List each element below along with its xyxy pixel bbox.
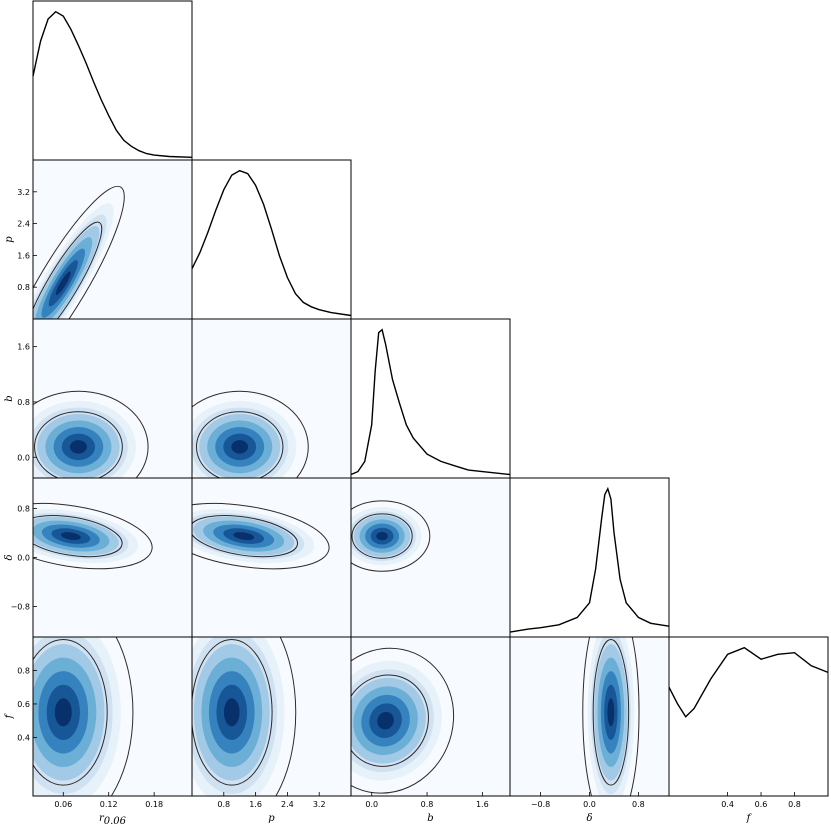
- joint-panel-r_0.06-δ: [32, 477, 193, 638]
- joint-panel-p-b: [191, 318, 352, 479]
- density-level: [223, 698, 240, 727]
- x-tick-label: 0.12: [100, 800, 118, 809]
- y-tick-label: 2.4: [17, 220, 30, 229]
- x-axis-label: r0.06: [99, 813, 127, 827]
- density-level: [607, 698, 615, 727]
- x-tick-label: 1.6: [249, 800, 262, 809]
- contour-line: [592, 639, 630, 786]
- density-level: [54, 698, 72, 727]
- x-tick-label: 0.18: [145, 800, 163, 809]
- y-tick-label: 0.8: [17, 398, 30, 407]
- contour-line: [351, 674, 429, 767]
- y-tick-label: 0.0: [17, 554, 30, 563]
- contour-line: [33, 502, 153, 570]
- joint-panel-p-f: [191, 636, 352, 797]
- joint-panel-b-δ: [350, 477, 511, 638]
- x-tick-label: 0.8: [217, 800, 230, 809]
- contour-line: [33, 185, 125, 319]
- density-level: [60, 532, 81, 541]
- y-axis-label: p: [4, 236, 15, 243]
- x-tick-label: 0.0: [583, 800, 596, 809]
- joint-panel-b-f: [350, 636, 511, 797]
- contour-line: [192, 502, 330, 570]
- x-tick-label: 3.2: [313, 800, 326, 809]
- marginal-panel-f: [668, 636, 829, 797]
- joint-panel-δ-f: [509, 636, 670, 797]
- joint-panel-r_0.06-f: [32, 636, 193, 797]
- contour-line: [351, 647, 455, 794]
- contour-line: [275, 637, 297, 796]
- y-axis-label: b: [4, 395, 15, 401]
- contour-line: [351, 500, 431, 572]
- contour-line: [195, 411, 284, 478]
- contour-line: [33, 639, 108, 786]
- x-tick-label: 1.6: [476, 800, 489, 809]
- contour-line: [33, 221, 103, 319]
- x-tick-label: −0.8: [531, 800, 550, 809]
- marginal-panel-p: [191, 159, 352, 320]
- y-tick-label: 0.8: [17, 666, 30, 675]
- x-tick-label: 0.8: [421, 800, 434, 809]
- y-tick-label: 0.8: [17, 283, 30, 292]
- marginal-curve: [350, 328, 511, 476]
- density-level: [377, 711, 394, 730]
- joint-panel-r_0.06-b: [32, 318, 193, 479]
- density-level: [233, 532, 255, 541]
- density-level: [376, 531, 388, 541]
- x-tick-label: 0.06: [54, 800, 72, 809]
- x-tick-label: 2.4: [281, 800, 294, 809]
- contour-line: [192, 515, 299, 558]
- y-tick-label: −0.8: [11, 602, 30, 611]
- y-tick-label: 1.6: [17, 251, 30, 260]
- joint-panel-p-δ: [191, 477, 352, 638]
- y-axis-label: f: [4, 712, 15, 719]
- x-axis-label: b: [427, 813, 433, 824]
- contour-line: [192, 390, 309, 478]
- density-level: [231, 440, 249, 454]
- x-axis-label: δ: [586, 813, 592, 824]
- y-tick-label: 0.8: [17, 505, 30, 514]
- contour-line: [582, 637, 640, 796]
- contour-line: [34, 411, 123, 478]
- marginal-panel-δ: [509, 477, 670, 638]
- contour-line: [192, 639, 273, 786]
- y-tick-label: 0.6: [17, 700, 30, 709]
- density-level: [69, 440, 87, 454]
- marginal-panel-r_0.06: [32, 0, 193, 161]
- x-axis-label: f: [746, 813, 753, 824]
- contour-line: [33, 515, 123, 558]
- density-level: [55, 271, 71, 296]
- marginal-curve: [191, 169, 352, 317]
- x-tick-label: 0.6: [755, 800, 768, 809]
- x-tick-label: 0.8: [632, 800, 645, 809]
- y-tick-label: 0.0: [17, 453, 30, 462]
- y-axis-label: δ: [4, 554, 15, 560]
- y-tick-label: 3.2: [17, 188, 30, 197]
- marginal-curve: [32, 10, 193, 158]
- x-tick-label: 0.0: [365, 800, 378, 809]
- marginal-curve: [509, 486, 670, 633]
- y-tick-label: 1.6: [17, 343, 30, 352]
- contour-line: [33, 390, 149, 478]
- y-tick-label: 0.4: [17, 733, 30, 742]
- x-tick-label: 0.8: [788, 800, 801, 809]
- x-tick-label: 0.4: [721, 800, 734, 809]
- x-axis-label: p: [268, 813, 275, 824]
- contour-line: [351, 513, 413, 559]
- marginal-curve: [668, 646, 829, 718]
- contour-line: [110, 637, 134, 796]
- marginal-panel-b: [350, 318, 511, 479]
